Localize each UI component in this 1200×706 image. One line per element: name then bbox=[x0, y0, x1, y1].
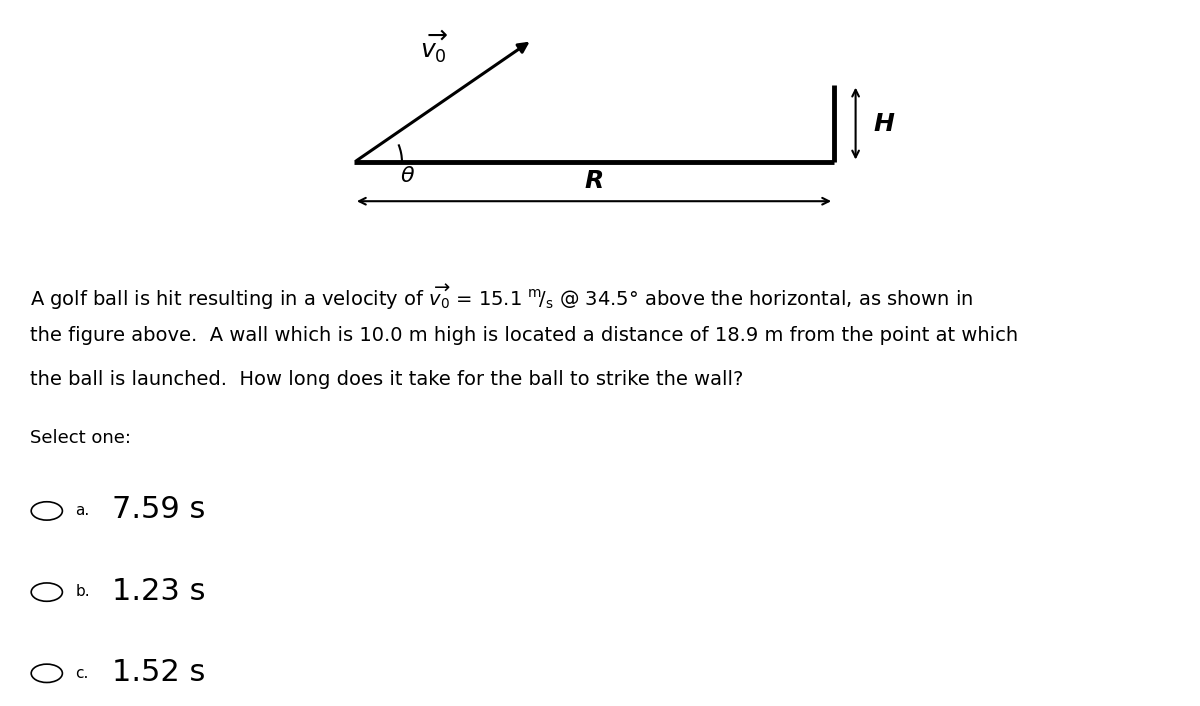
Text: a.: a. bbox=[76, 503, 90, 518]
Text: the figure above.  A wall which is 10.0 m high is located a distance of 18.9 m f: the figure above. A wall which is 10.0 m… bbox=[30, 326, 1018, 345]
Text: Select one:: Select one: bbox=[30, 429, 131, 447]
Text: the ball is launched.  How long does it take for the ball to strike the wall?: the ball is launched. How long does it t… bbox=[30, 370, 743, 389]
Text: c.: c. bbox=[76, 666, 89, 681]
Text: A golf ball is hit resulting in a velocity of $\overrightarrow{v_0}$ = 15.1 $^{\: A golf ball is hit resulting in a veloci… bbox=[30, 282, 973, 312]
Text: b.: b. bbox=[76, 585, 90, 599]
Text: 1.52 s: 1.52 s bbox=[112, 658, 205, 687]
Text: R: R bbox=[584, 169, 604, 193]
Text: $\overrightarrow{v_0}$: $\overrightarrow{v_0}$ bbox=[420, 29, 448, 65]
Text: 1.23 s: 1.23 s bbox=[112, 577, 205, 606]
Text: H: H bbox=[874, 112, 894, 136]
Text: 7.59 s: 7.59 s bbox=[112, 496, 205, 525]
Text: $\theta$: $\theta$ bbox=[400, 166, 415, 186]
